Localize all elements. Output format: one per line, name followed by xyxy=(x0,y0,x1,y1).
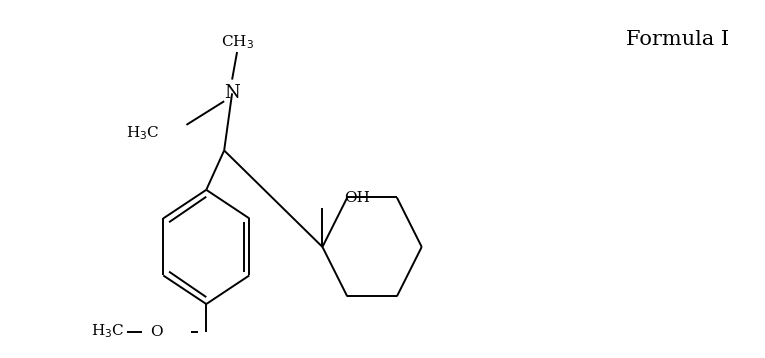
Text: H$_3$C: H$_3$C xyxy=(126,124,160,141)
Text: OH: OH xyxy=(344,191,370,205)
Text: Formula I: Formula I xyxy=(627,30,729,49)
Text: CH$_3$: CH$_3$ xyxy=(220,33,253,51)
Text: O: O xyxy=(151,325,163,339)
Text: H$_3$C: H$_3$C xyxy=(92,323,125,340)
Text: N: N xyxy=(224,84,240,102)
